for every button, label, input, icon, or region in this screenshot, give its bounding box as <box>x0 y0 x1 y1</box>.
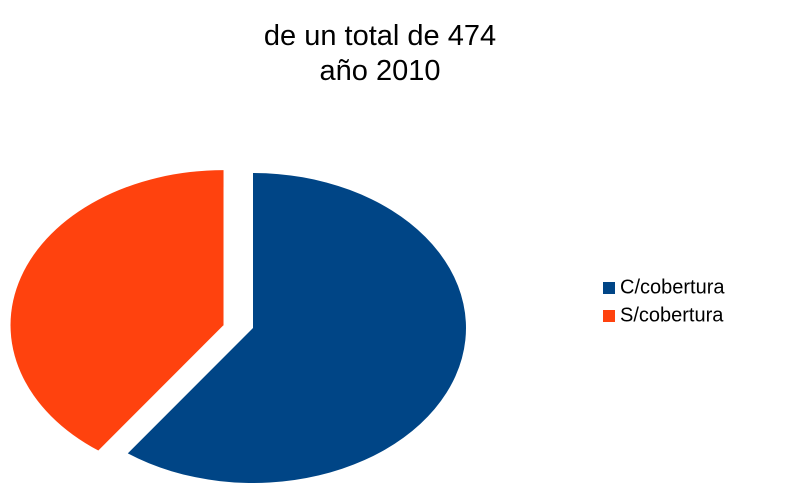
pie-slice <box>10 170 224 451</box>
legend-swatch <box>603 310 615 322</box>
pie-slice <box>127 173 466 483</box>
legend-label: S/cobertura <box>620 304 724 326</box>
chart-title: de un total de 474 <box>264 20 496 52</box>
legend-swatch <box>603 282 615 294</box>
legend-label: C/cobertura <box>620 276 725 298</box>
chart-title: año 2010 <box>320 55 441 87</box>
